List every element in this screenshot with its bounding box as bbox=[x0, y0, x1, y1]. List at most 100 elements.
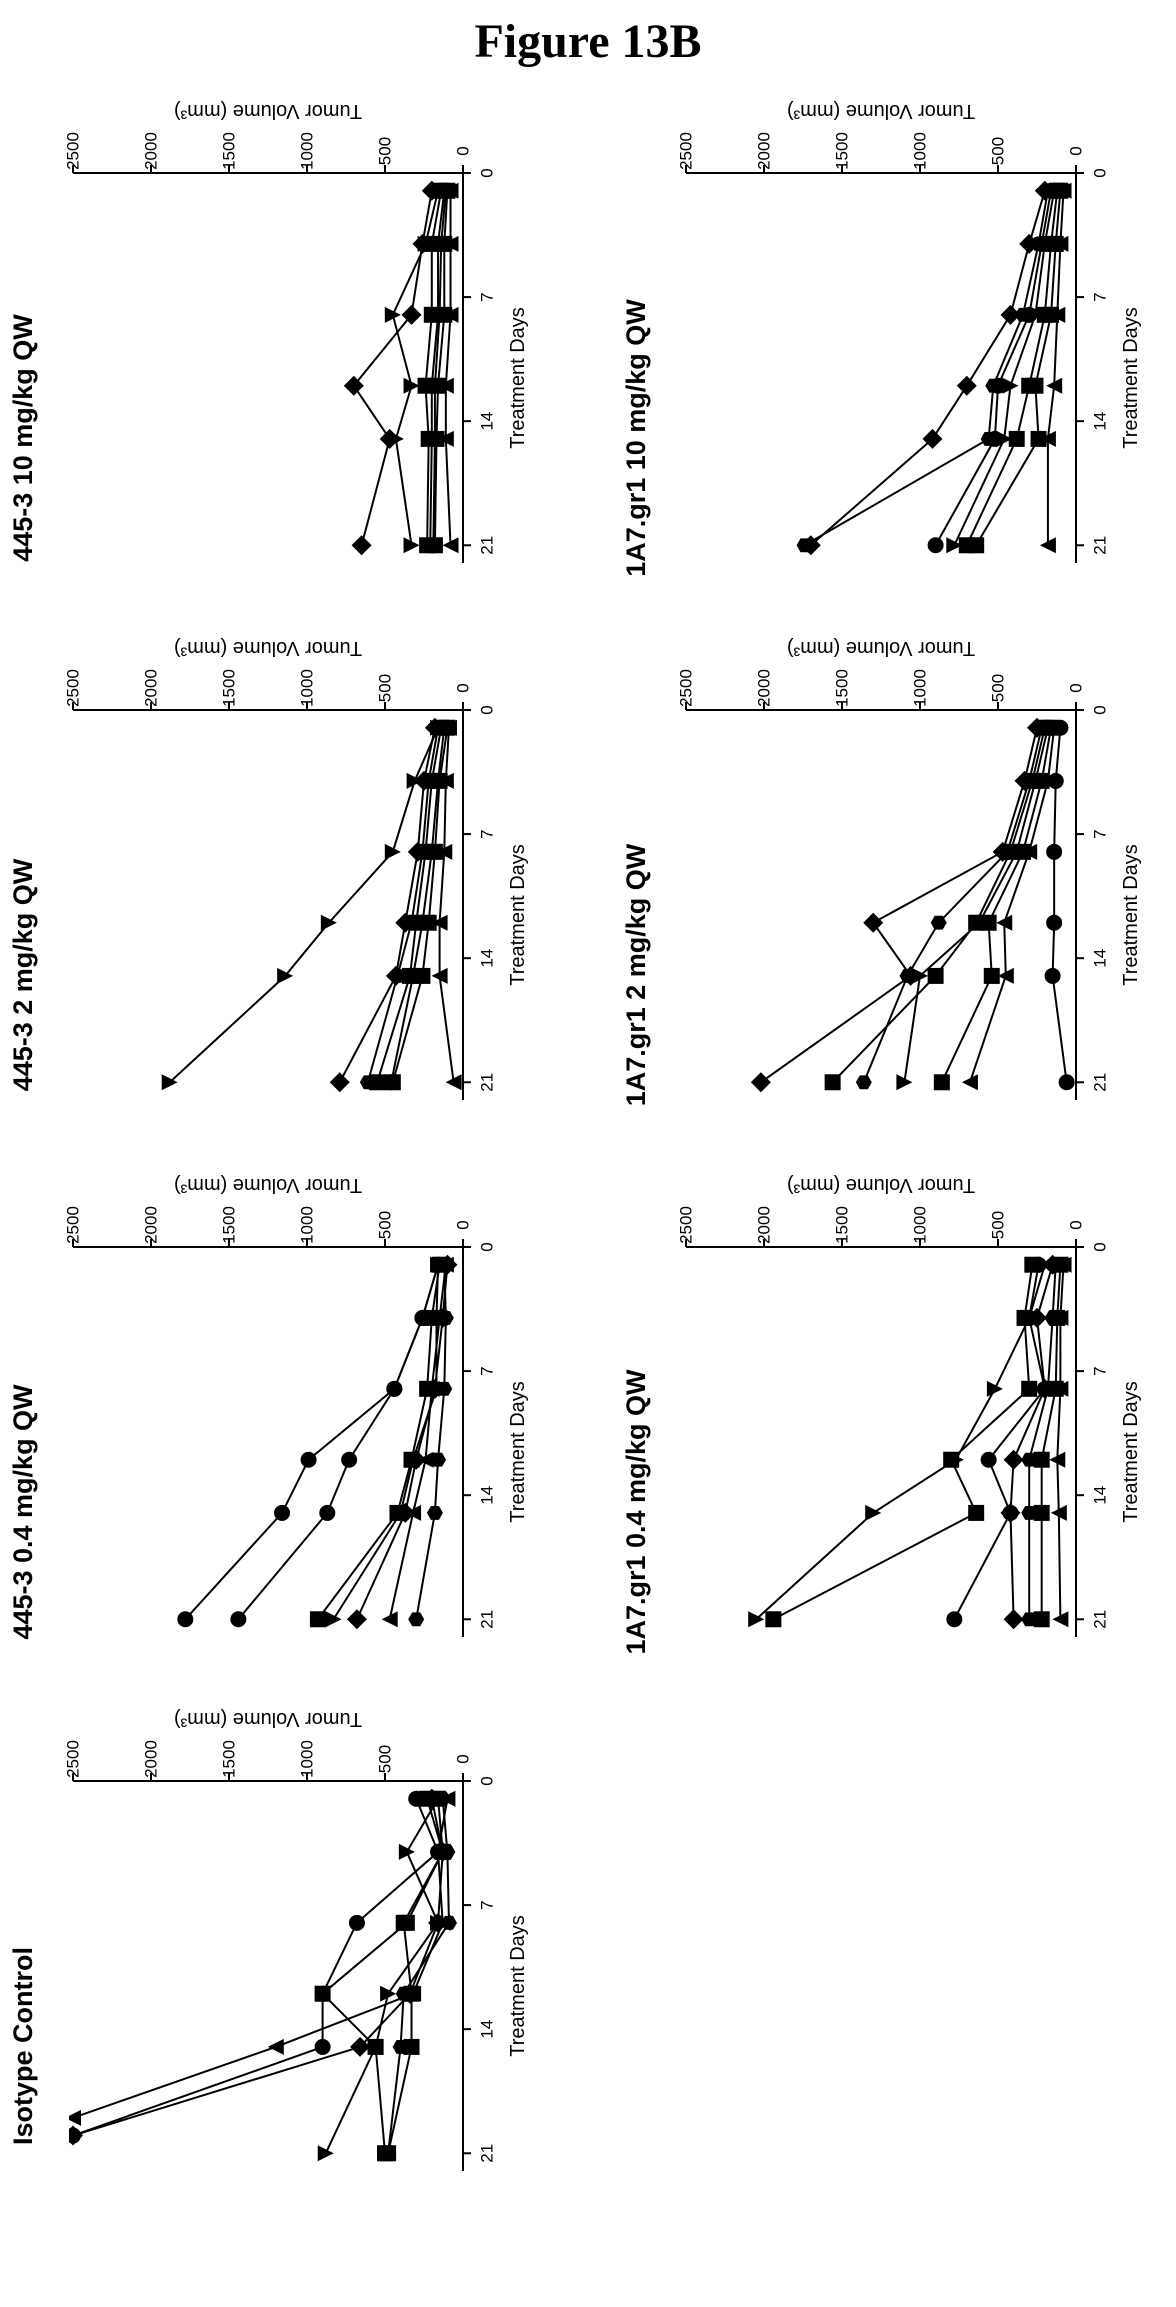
x-tick-label: 7 bbox=[1091, 1366, 1110, 1375]
x-tick-label: 0 bbox=[478, 168, 497, 177]
chart-panel: 0 7 14 21 0 500 1000 1500 2000 2500 Treatment Days… bbox=[621, 100, 1142, 577]
data-point bbox=[395, 1986, 412, 2001]
data-point bbox=[369, 1074, 386, 1091]
data-point bbox=[1030, 430, 1047, 447]
y-tick-label: 500 bbox=[989, 137, 1008, 165]
data-point bbox=[1002, 377, 1019, 394]
data-point bbox=[442, 537, 459, 554]
data-point bbox=[968, 537, 985, 554]
data-point bbox=[350, 2036, 371, 2057]
data-point bbox=[943, 1451, 960, 1468]
y-tick-label: 1500 bbox=[220, 1740, 239, 1778]
data-point bbox=[408, 1612, 425, 1627]
series-line bbox=[438, 727, 455, 1083]
y-tick-label: 500 bbox=[989, 674, 1008, 702]
data-point bbox=[437, 1310, 454, 1325]
data-point bbox=[434, 1791, 451, 1806]
series-6 bbox=[384, 719, 456, 1091]
data-point bbox=[1030, 1256, 1047, 1273]
data-point bbox=[1046, 377, 1063, 394]
data-point bbox=[1021, 1380, 1038, 1397]
data-point bbox=[320, 914, 337, 931]
data-point bbox=[968, 1504, 985, 1521]
series-1 bbox=[748, 1256, 1053, 1628]
y-tick-label: 0 bbox=[454, 1754, 473, 1763]
data-point bbox=[863, 912, 884, 933]
series-line bbox=[72, 1798, 444, 2137]
data-point bbox=[1033, 1451, 1050, 1468]
data-point bbox=[401, 304, 422, 325]
panel-title: 445-3 2 mg/kg QW bbox=[8, 858, 38, 1091]
data-point bbox=[896, 1074, 913, 1091]
data-point bbox=[426, 537, 443, 554]
series-line bbox=[953, 190, 1056, 546]
data-point bbox=[1049, 1451, 1066, 1468]
y-tick-label: 0 bbox=[454, 146, 473, 155]
data-point bbox=[403, 377, 420, 394]
x-tick-label: 14 bbox=[1091, 412, 1110, 431]
chart-panel: 0 7 14 21 0 500 1000 1500 2000 2500 Treatment Days… bbox=[8, 100, 529, 563]
y-axis-label: Tumor Volume (mm³) bbox=[787, 1174, 975, 1196]
data-point bbox=[423, 1380, 440, 1397]
data-point bbox=[403, 2038, 420, 2055]
y-tick-label: 1500 bbox=[833, 1206, 852, 1244]
x-tick-label: 0 bbox=[478, 1776, 497, 1785]
data-point bbox=[300, 1451, 317, 1468]
data-point bbox=[750, 1072, 771, 1093]
series-line bbox=[432, 190, 447, 546]
y-tick-label: 1000 bbox=[298, 1206, 317, 1244]
data-point bbox=[426, 1505, 443, 1520]
data-point bbox=[1033, 1504, 1050, 1521]
y-tick-label: 2000 bbox=[142, 1740, 161, 1778]
series-line bbox=[810, 190, 1046, 547]
series-line bbox=[376, 727, 443, 1083]
data-point bbox=[69, 2109, 81, 2126]
y-tick-label: 0 bbox=[1067, 683, 1086, 692]
y-tick-label: 2000 bbox=[755, 1206, 774, 1244]
series-line bbox=[968, 727, 1056, 1083]
series-line bbox=[433, 190, 449, 546]
data-point bbox=[1021, 843, 1038, 860]
data-point bbox=[946, 1611, 963, 1628]
y-tick-label: 1000 bbox=[911, 669, 930, 707]
data-point bbox=[1021, 1612, 1038, 1627]
x-tick-label: 21 bbox=[1091, 536, 1110, 555]
data-point bbox=[277, 967, 294, 984]
data-point bbox=[961, 1074, 978, 1091]
y-tick-label: 2500 bbox=[64, 132, 83, 170]
data-point bbox=[1050, 1504, 1067, 1521]
series-line bbox=[772, 1264, 1034, 1621]
y-tick-label: 0 bbox=[454, 683, 473, 692]
data-point bbox=[348, 1914, 365, 1931]
y-tick-label: 500 bbox=[376, 674, 395, 702]
x-tick-label: 14 bbox=[478, 412, 497, 431]
data-point bbox=[796, 538, 813, 553]
data-point bbox=[440, 719, 457, 736]
x-tick-label: 0 bbox=[478, 705, 497, 714]
series-line bbox=[953, 1264, 1046, 1620]
series-line bbox=[1009, 1264, 1054, 1620]
y-tick-label: 0 bbox=[454, 1220, 473, 1229]
x-axis-label: Treatment Days bbox=[1120, 307, 1142, 449]
data-point bbox=[1039, 537, 1056, 554]
series-line bbox=[169, 727, 439, 1084]
series-7 bbox=[431, 719, 462, 1091]
panel-title: 445-3 0.4 mg/kg QW bbox=[8, 1384, 38, 1640]
data-point bbox=[405, 1504, 422, 1521]
data-point bbox=[384, 843, 401, 860]
x-tick-label: 7 bbox=[1091, 829, 1110, 838]
panel-title: 1A7.gr1 2 mg/kg QW bbox=[621, 843, 651, 1106]
data-point bbox=[436, 843, 453, 860]
x-tick-label: 14 bbox=[478, 1486, 497, 1505]
series-2 bbox=[230, 1256, 447, 1628]
y-tick-label: 2500 bbox=[677, 1206, 696, 1244]
data-point bbox=[426, 843, 443, 860]
series-line bbox=[862, 727, 1043, 1083]
series-line bbox=[237, 1264, 439, 1620]
series-line bbox=[366, 727, 440, 1083]
series-line bbox=[903, 727, 1049, 1083]
data-point bbox=[430, 1452, 447, 1467]
series-7 bbox=[1049, 1256, 1072, 1628]
data-point bbox=[419, 1790, 436, 1807]
